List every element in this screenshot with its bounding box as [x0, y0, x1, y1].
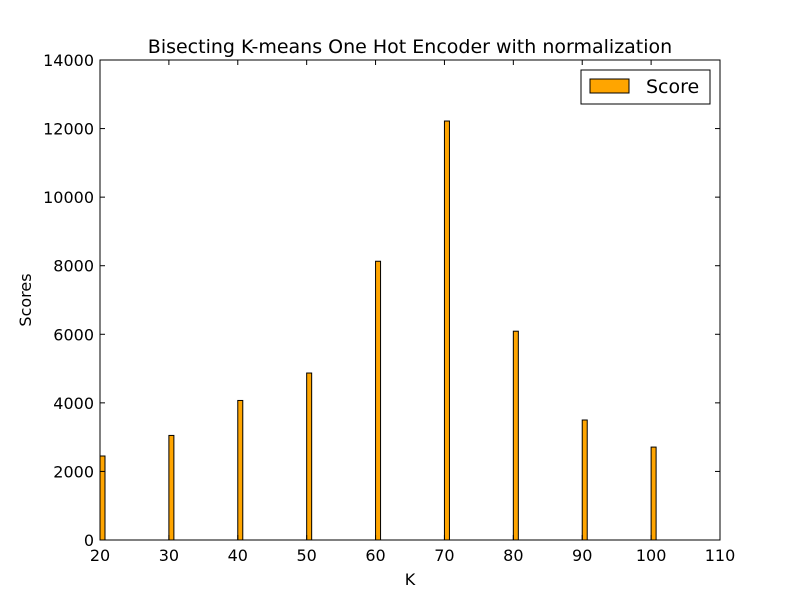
bar-k-50 [306, 372, 313, 541]
x-tick-label: 80 [503, 546, 523, 565]
y-tick-label: 6000 [53, 325, 94, 344]
legend-swatch [589, 78, 630, 94]
x-tick-label: 70 [434, 546, 454, 565]
bar-k-70 [443, 120, 450, 541]
plot-frame [99, 59, 721, 541]
x-tick-label: 30 [159, 546, 179, 565]
bar-k-100 [650, 446, 657, 541]
bars-layer [99, 120, 657, 541]
x-tick-label: 100 [636, 546, 667, 565]
x-tick-label: 50 [296, 546, 316, 565]
x-tick-label: 60 [365, 546, 385, 565]
x-tick-label: 90 [572, 546, 592, 565]
ticks-layer: 20 30 40 50 60 70 80 90 100 110 0 2000 4000 6000 8000 1… [43, 51, 735, 565]
y-tick-label: 10000 [43, 188, 94, 207]
y-tick-label: 12000 [43, 120, 94, 139]
x-tick-label: 110 [705, 546, 736, 565]
y-tick-label: 0 [84, 531, 94, 550]
y-tick-label: 8000 [53, 257, 94, 276]
bar-k-60 [375, 260, 382, 541]
legend: Score [580, 69, 711, 105]
y-axis-title: Scores [16, 273, 35, 326]
x-tick-label: 20 [90, 546, 110, 565]
bar-k-20 [99, 455, 106, 541]
bar-k-80 [512, 330, 519, 541]
y-tick-label: 4000 [53, 394, 94, 413]
bar-k-90 [581, 419, 588, 541]
x-axis-title: K [405, 570, 416, 589]
bar-k-40 [237, 399, 244, 541]
y-tick-label: 14000 [43, 51, 94, 70]
chart-title: Bisecting K-means One Hot Encoder with n… [148, 36, 672, 58]
bar-k-30 [168, 434, 175, 541]
y-tick-label: 2000 [53, 462, 94, 481]
x-tick-label: 40 [228, 546, 248, 565]
legend-label: Score [646, 76, 699, 98]
